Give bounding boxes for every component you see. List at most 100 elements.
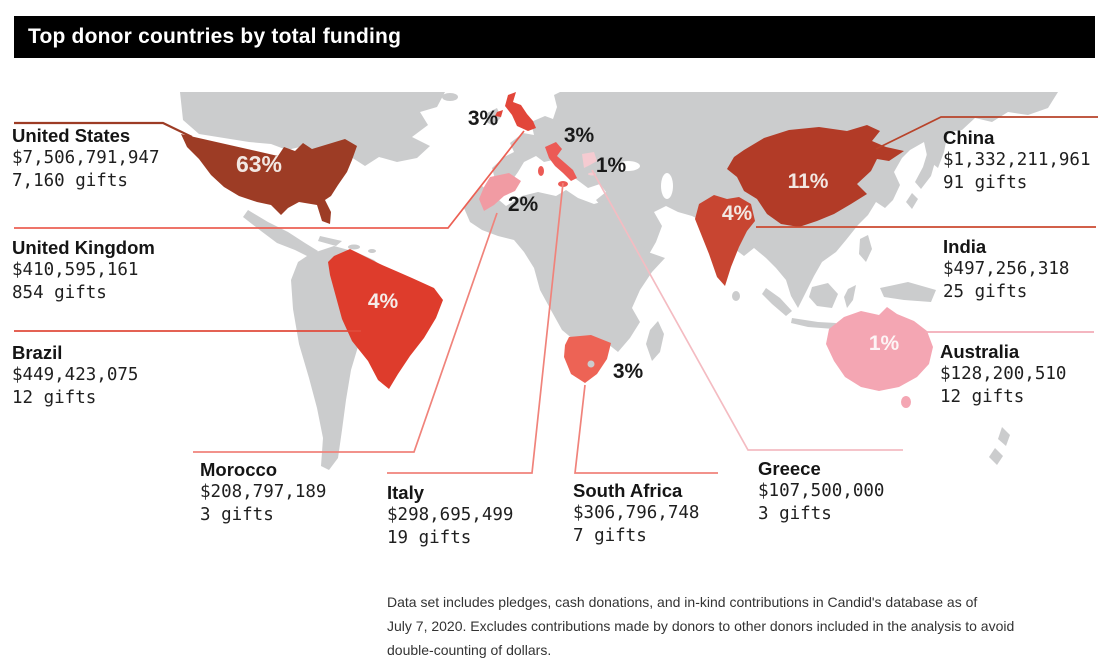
country-amount: $410,595,161 [12, 260, 139, 280]
label-china: China $1,332,211,961 91 gifts [943, 126, 1091, 195]
country-shape-morocco [479, 173, 521, 211]
percent-australia: 1% [869, 332, 900, 355]
percent-morocco: 2% [508, 193, 539, 216]
country-shape-australia [826, 307, 933, 391]
callout-line-italy [387, 182, 564, 474]
header-bar: Top donor countries by total funding [14, 16, 1095, 58]
landmass-borneo [809, 283, 838, 308]
country-amount: $128,200,510 [940, 364, 1067, 384]
landmass-sumatra [762, 288, 792, 316]
country-amount: $298,695,499 [387, 505, 514, 525]
callout-line-greece [591, 169, 903, 451]
percent-china: 11% [788, 170, 829, 193]
country-amount: $306,796,748 [573, 503, 700, 523]
country-shape-italy [545, 142, 577, 181]
country-shape-brazil [328, 249, 443, 389]
country-name: India [943, 236, 987, 257]
country-shape-south-africa [564, 335, 611, 383]
landmass-new-guinea [880, 282, 936, 302]
landmass-new-zealand-south [989, 448, 1003, 465]
country-shape-china [727, 125, 904, 227]
landmass-central-america [243, 210, 318, 258]
footnote-line: double-counting of dollars. [387, 642, 552, 658]
percent-labels: 63% 3% 3% 1% 2% 4% 3% 11% 4% 1% [236, 107, 900, 383]
country-gifts: 7,160 gifts [12, 171, 128, 191]
landmass-africa [464, 186, 665, 352]
landmass-java [791, 318, 836, 329]
landmass-cuba [318, 236, 342, 246]
country-name: Italy [387, 482, 425, 503]
country-shape-india [695, 195, 755, 286]
landmass-japan-south [906, 193, 918, 209]
country-gifts: 19 gifts [387, 528, 472, 548]
footnote-line: July 7, 2020. Excludes contributions mad… [387, 618, 1015, 634]
landmass-philippines [859, 235, 872, 262]
landmass-sri-lanka [732, 291, 740, 301]
country-amount: $497,256,318 [943, 259, 1070, 279]
country-gifts: 12 gifts [12, 388, 97, 408]
label-italy: Italy $298,695,499 19 gifts [387, 481, 513, 550]
label-india: India $497,256,318 25 gifts [943, 235, 1069, 304]
percent-italy: 3% [564, 124, 595, 147]
country-shape-greece [582, 152, 597, 168]
country-name: Morocco [200, 459, 278, 480]
country-amount: $1,332,211,961 [943, 150, 1091, 170]
callout-lines [14, 116, 1098, 474]
country-amount: $107,500,000 [758, 481, 885, 501]
label-morocco: Morocco $208,797,189 3 gifts [200, 458, 326, 527]
country-name: Brazil [12, 342, 63, 363]
label-south-africa: South Africa $306,796,748 7 gifts [573, 479, 699, 548]
landmass-japan-north [915, 154, 935, 189]
country-name: Australia [940, 341, 1020, 362]
country-amount: $7,506,791,947 [12, 148, 160, 168]
country-shape-united-kingdom [505, 92, 536, 131]
landmass-hispaniola [348, 244, 360, 250]
label-australia: Australia $128,200,510 12 gifts [940, 340, 1066, 409]
country-shape-sardinia [538, 166, 544, 176]
label-united-states: United States $7,506,791,947 7,160 gifts [12, 124, 160, 193]
country-shape-northern-ireland [495, 110, 503, 117]
landmass-iceland [442, 93, 458, 101]
landmass-madagascar [646, 321, 664, 361]
country-name: Greece [758, 458, 821, 479]
country-shape-united-states [181, 134, 357, 224]
percent-india: 4% [722, 202, 753, 225]
country-gifts: 7 gifts [573, 526, 647, 546]
percent-brazil: 4% [368, 290, 399, 313]
landmass-puerto-rico [368, 249, 376, 253]
country-gifts: 3 gifts [758, 504, 832, 524]
callout-line-south-africa [574, 384, 718, 474]
black-sea [616, 161, 640, 171]
percent-united-states: 63% [236, 151, 282, 177]
label-brazil: Brazil $449,423,075 12 gifts [12, 341, 138, 410]
footnote: Data set includes pledges, cash donation… [387, 590, 1087, 662]
country-gifts: 25 gifts [943, 282, 1028, 302]
percent-south-africa: 3% [613, 360, 644, 383]
country-name: United States [12, 125, 131, 146]
country-name: China [943, 127, 995, 148]
country-gifts: 3 gifts [200, 505, 274, 525]
page-title: Top donor countries by total funding [28, 25, 402, 48]
country-gifts: 12 gifts [940, 387, 1025, 407]
label-united-kingdom: United Kingdom $410,595,161 854 gifts [12, 236, 155, 305]
country-shape-lesotho-hole [587, 360, 595, 368]
callout-line-china [875, 116, 1098, 150]
country-amount: $208,797,189 [200, 482, 327, 502]
country-shape-tasmania [901, 396, 911, 408]
landmass-new-zealand-north [998, 427, 1010, 446]
callout-line-united-states [14, 121, 193, 138]
world-map-base [180, 92, 1058, 470]
footnote-line: Data set includes pledges, cash donation… [387, 594, 978, 610]
country-gifts: 91 gifts [943, 173, 1028, 193]
country-name: United Kingdom [12, 237, 155, 258]
callout-line-morocco [193, 212, 498, 453]
country-name: South Africa [573, 480, 683, 501]
landmass-canada [180, 92, 445, 166]
percent-greece: 1% [596, 154, 627, 177]
percent-united-kingdom: 3% [468, 107, 499, 130]
label-greece: Greece $107,500,000 3 gifts [758, 457, 884, 526]
landmass-sulawesi [844, 285, 856, 308]
caspian-sea [661, 173, 673, 199]
